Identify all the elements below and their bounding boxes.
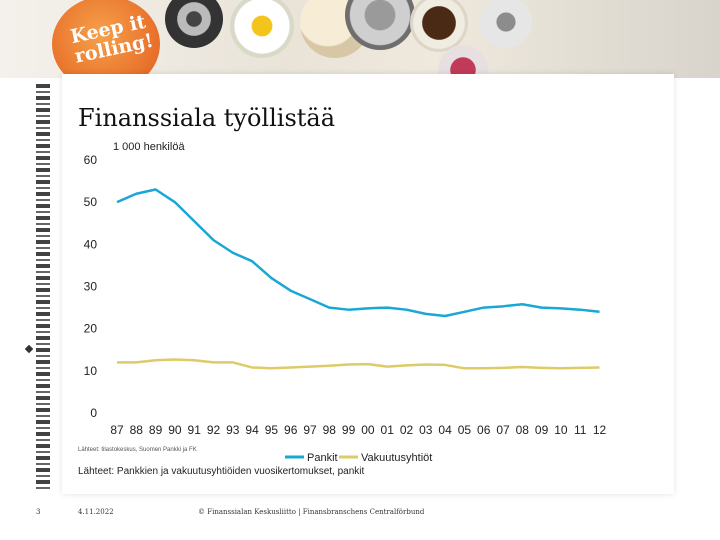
legend-label-vakuutusyhtiot: Vakuutusyhtiöt [361,452,432,464]
film-strip-decoration [36,84,50,490]
x-tick-label: 07 [496,423,510,437]
x-tick-label: 06 [477,423,491,437]
x-tick-label: 05 [458,423,472,437]
x-tick-label: 91 [188,423,202,437]
x-tick-label: 97 [303,423,317,437]
x-tick-label: 92 [207,423,221,437]
y-tick-label: 40 [84,237,98,251]
x-tick-label: 09 [535,423,549,437]
y-tick-label: 10 [84,364,98,378]
x-tick-label: 03 [419,423,433,437]
wheel-decoration [165,0,223,48]
y-tick-label: 20 [84,322,98,336]
y-tick-label: 60 [84,153,98,167]
x-tick-label: 08 [516,423,530,437]
footer-copyright: © Finanssialan Keskusliitto | Finansbran… [198,508,425,516]
header-banner: Keep it rolling! [0,0,720,78]
chart-source: Lähteet: Pankkien ja vakuutusyhtiöiden v… [78,466,365,477]
x-tick-label: 02 [400,423,414,437]
x-tick-label: 96 [284,423,298,437]
x-tick-label: 90 [168,423,182,437]
series-line-pankit [116,188,600,318]
y-axis-unit-label: 1 000 henkilöä [113,141,185,153]
flower-decoration [230,0,294,58]
x-tick-label: 87 [110,423,124,437]
x-tick-label: 99 [342,423,356,437]
y-tick-label: 0 [90,406,97,420]
x-tick-label: 89 [149,423,163,437]
x-tick-label: 95 [265,423,279,437]
disc-decoration [480,0,532,48]
y-tick-label: 30 [84,280,98,294]
x-tick-label: 00 [361,423,375,437]
y-tick-label: 50 [84,195,98,209]
x-tick-label: 11 [574,423,587,437]
slide-date: 4.11.2022 [78,508,114,516]
x-tick-label: 10 [554,423,568,437]
drink-decoration [438,45,488,78]
series-line-vakuutusyhtiot [117,358,600,370]
x-tick-label: 88 [130,423,144,437]
x-tick-label: 93 [226,423,240,437]
slide-title: Finanssiala työllistää [78,104,336,132]
page-number: 3 [36,508,41,516]
slide-card [62,74,674,494]
campaign-logo: Keep it rolling! [52,0,160,78]
legend-label-pankit: Pankit [307,452,338,464]
chart-source-small: Lähteet: tilastokeskus, Suomen Pankki ja… [78,447,197,453]
x-tick-label: 98 [323,423,337,437]
x-tick-label: 12 [593,423,607,437]
coffee-cup-decoration [410,0,468,52]
x-tick-label: 01 [381,423,395,437]
x-tick-label: 94 [245,423,259,437]
x-tick-label: 04 [438,423,452,437]
